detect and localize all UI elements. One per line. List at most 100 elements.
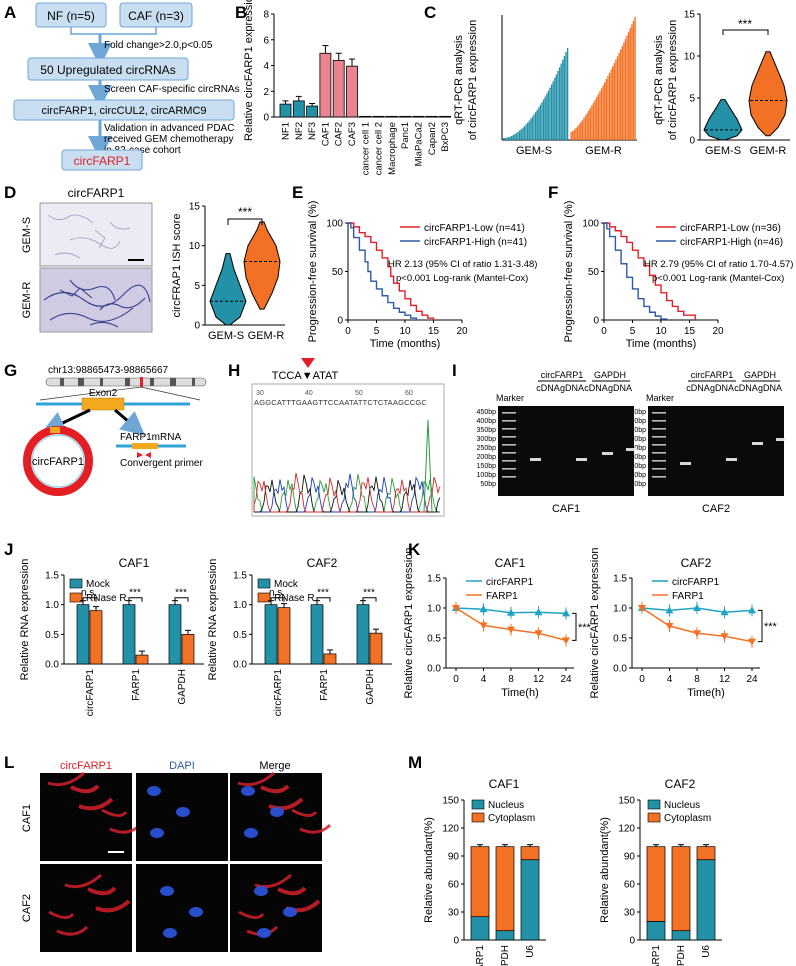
waterfall-bar-gems [542,99,545,140]
y-tick-label: 1.0 [613,604,627,615]
km-curve-high [348,222,418,320]
x-tick-label: 8 [694,674,700,685]
y-axis-label: Relative RNA expression [207,559,219,681]
y-tick-label: 5 [689,94,695,105]
point-circFARP1 [720,608,729,616]
legend-swatch-cytoplasm [471,812,485,823]
x-tick-label: 15 [684,326,696,337]
y-tick-label: 0 [689,136,695,147]
y-tick-label: 0.0 [613,664,627,675]
bar-GAPDH-RNaseR [181,633,195,665]
bar-FARP1-RNaseR [323,653,337,665]
panel-label-h: H [228,361,240,380]
km-curve-low [604,222,696,320]
bar-U6-cytoplasm [696,846,716,861]
waterfall-bar-gemr [594,99,596,140]
waterfall-bar-gemr [597,94,600,140]
chart-c-waterfall: qRT-PCR analysis of circFARP1 expression G… [453,15,637,157]
sig-bracket [82,597,97,602]
nf-box: NF (n=5) [47,9,95,23]
sig-label: n.s. [269,588,285,599]
trace-tick-60: 60 [405,390,413,397]
panel-a: A NF (n=5) CAF (n=3) Fold change>2.0,p<0… [4,2,240,171]
waterfall-bar-gemr [578,124,580,140]
waterfall-bar-gems [504,137,506,140]
trace-channel [254,473,440,513]
point-FARP1 [720,633,729,641]
sig-label: *** [578,622,592,634]
if-nucleus [257,928,271,938]
x-label-gems: GEM-S [705,145,741,157]
bar-Macrophage [385,115,398,118]
if-col-dapi: DAPI [169,760,195,772]
gel-caption: CAF2 [702,503,730,515]
panel-label-l: L [4,753,14,772]
violin-gemr [748,51,788,137]
sig-bracket [316,597,331,602]
y-tick-label: 0 [337,316,343,327]
point-FARP1 [534,630,543,638]
waterfall-bar-gems [547,90,550,140]
sig-bracket [572,612,577,641]
x-tick-label: 8 [508,674,514,685]
chart-title: CAF2 [307,556,338,570]
screen-text: Screen CAF-specific circRNAs [104,84,240,95]
waterfall-bar-gems [507,137,510,140]
trace-tick-50: 50 [355,390,363,397]
panel-label-k: K [408,540,421,559]
waterfall-bar-gemr [586,113,588,140]
ladder-label-caf2: 300bp [627,436,647,443]
trace-read: AGGCATTTGAAGTTCCAATATTCTCTAAGCCGC [254,398,427,407]
waterfall-bar-gems [509,136,511,140]
ladder-band [502,444,516,446]
chart-k-caf1: 0.0 0.5 1.0 1.5 Relative circFARP1 expressio… [403,547,592,699]
x-tick-label: circFARP1 [85,669,96,717]
y-tick-label: 150 [442,796,459,807]
y-tick-label: 120 [442,824,459,835]
if-cell-red [237,771,275,787]
gel-lane-label: cDNA [686,383,710,393]
chromosome-bands [60,377,195,387]
panel-label-e: E [292,183,303,202]
x-tick-label: GAPDH [676,945,687,966]
point-circFARP1 [562,609,570,617]
x-label-gems: GEM-S [516,145,552,157]
bar-circFARP1-cytoplasm [470,846,490,918]
y-tick-label: 120 [618,824,635,835]
if-col-merge: Merge [259,760,290,772]
y-tick-label: 6 [263,35,269,46]
bar-BxPC3 [439,115,452,118]
x-tick-label: Capan2 [427,122,438,155]
y-axis-label: Progression-free survival (%) [563,201,575,343]
legend-mock: Mock [86,579,111,590]
violin-gems [703,99,743,141]
y-tick-label: 100 [326,219,343,230]
gel-image [648,406,784,496]
sig-bracket [128,597,143,602]
legend-low: circFARP1-Low (n=41) [424,223,525,234]
trace-peak [423,419,433,513]
panel-label-j: J [4,540,13,559]
gel-lane-label: cDNA [584,383,608,393]
point-FARP1 [748,638,756,646]
junction-sequence: TCCA▼ATAT [272,370,339,382]
point-FARP1 [479,622,488,630]
bar-circFARP1-nucleus [470,916,490,941]
y-tick-label: 0.0 [233,660,247,671]
chart-title: CAF1 [119,556,150,570]
bar-MiaPaCa2 [412,115,425,118]
waterfall-bar-gems [539,104,542,140]
ladder-band [502,436,516,438]
sig-label: *** [363,588,375,599]
gel-marker-label: Marker [646,393,674,403]
ish-row-gemr: GEM-R [21,282,33,319]
product-band [626,448,637,451]
ladder-label-caf1: 400bp [477,418,497,425]
gel-lane-label: gDNA [710,383,734,393]
y-tick-label: 1.0 [45,600,59,611]
if-cell-red [101,808,128,817]
step2-box: circFARP1, circCUL2, circARMC9 [41,105,206,117]
x-tick-label: 0 [601,326,607,337]
if-cell-red [48,910,75,919]
